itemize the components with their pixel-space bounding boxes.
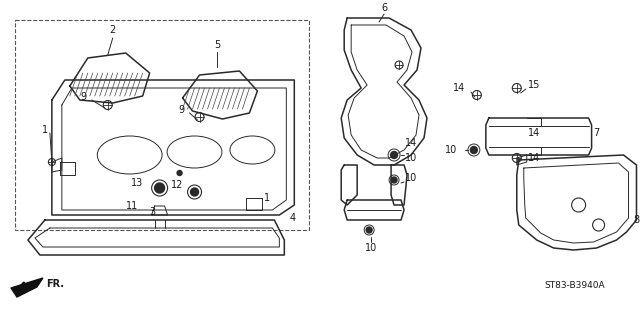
Text: 14: 14	[405, 138, 417, 148]
Text: 9: 9	[81, 92, 87, 102]
Circle shape	[177, 170, 182, 175]
Text: 7: 7	[593, 128, 600, 138]
Text: 12: 12	[172, 180, 184, 190]
Text: FR.: FR.	[46, 279, 64, 289]
Circle shape	[366, 227, 372, 233]
Text: 1: 1	[264, 193, 271, 203]
Text: 10: 10	[445, 145, 457, 155]
Text: 10: 10	[405, 153, 417, 163]
Circle shape	[155, 183, 164, 193]
Text: 8: 8	[634, 215, 639, 225]
Text: ST83-B3940A: ST83-B3940A	[545, 280, 605, 290]
Text: 10: 10	[405, 173, 417, 183]
Polygon shape	[11, 278, 43, 297]
Text: 11: 11	[125, 201, 138, 211]
Text: 15: 15	[527, 80, 540, 90]
Circle shape	[470, 146, 477, 153]
Text: 3: 3	[150, 207, 156, 217]
Circle shape	[391, 177, 397, 183]
Text: 10: 10	[365, 243, 377, 253]
Circle shape	[191, 188, 198, 196]
Text: 9: 9	[179, 105, 184, 115]
Circle shape	[390, 152, 397, 159]
Text: 1: 1	[42, 125, 48, 135]
Text: 14: 14	[527, 128, 540, 138]
Text: 6: 6	[381, 3, 387, 13]
Text: 2: 2	[109, 25, 116, 35]
Text: 13: 13	[131, 178, 143, 188]
Text: 14: 14	[452, 83, 465, 93]
Text: 5: 5	[214, 40, 221, 50]
Text: 14: 14	[527, 153, 540, 163]
Text: 4: 4	[289, 213, 296, 223]
